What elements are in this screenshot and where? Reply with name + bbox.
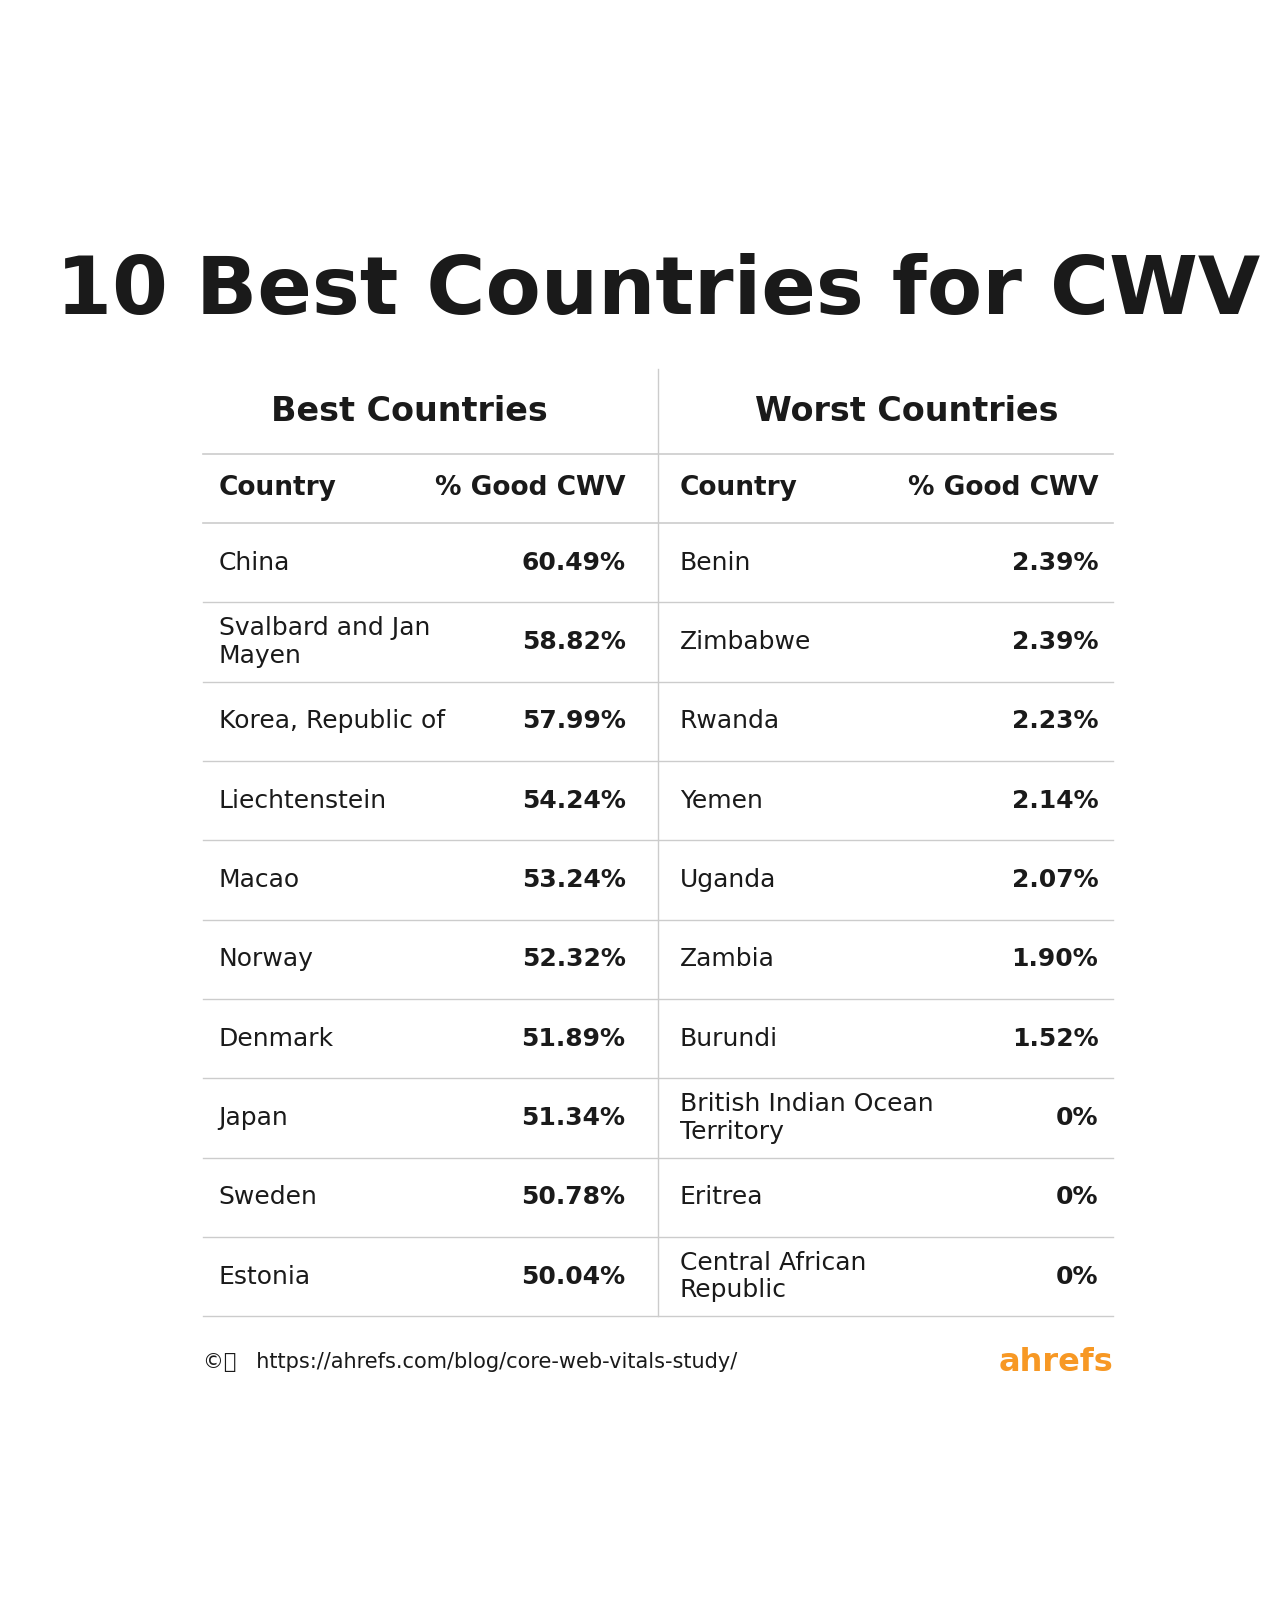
Text: 53.24%: 53.24% <box>521 867 625 891</box>
Text: Sweden: Sweden <box>218 1186 317 1210</box>
Text: Central African
Republic: Central African Republic <box>679 1251 867 1302</box>
Text: Macao: Macao <box>218 867 299 891</box>
Text: 0%: 0% <box>1055 1186 1098 1210</box>
Text: ahrefs: ahrefs <box>998 1347 1113 1378</box>
Text: 58.82%: 58.82% <box>521 630 625 654</box>
Text: 2.39%: 2.39% <box>1012 550 1098 574</box>
Text: Estonia: Estonia <box>218 1264 311 1288</box>
Text: China: China <box>218 550 290 574</box>
Text: % Good CWV: % Good CWV <box>908 475 1098 501</box>
Text: Benin: Benin <box>679 550 751 574</box>
Text: Zambia: Zambia <box>679 947 774 971</box>
Text: British Indian Ocean
Territory: British Indian Ocean Territory <box>679 1093 933 1144</box>
Text: Japan: Japan <box>218 1106 289 1130</box>
Text: Best Countries: Best Countries <box>271 395 548 427</box>
Text: 2.07%: 2.07% <box>1012 867 1098 891</box>
Text: Korea, Republic of: Korea, Republic of <box>218 709 444 733</box>
Text: Yemen: Yemen <box>679 789 763 813</box>
Text: 52.32%: 52.32% <box>521 947 625 971</box>
Text: Rwanda: Rwanda <box>679 709 779 733</box>
Text: 57.99%: 57.99% <box>521 709 625 733</box>
Text: Uganda: Uganda <box>679 867 776 891</box>
Text: ©ⓘ   https://ahrefs.com/blog/core-web-vitals-study/: ©ⓘ https://ahrefs.com/blog/core-web-vita… <box>203 1352 737 1373</box>
Text: 10 Best Countries for CWV: 10 Best Countries for CWV <box>56 253 1260 331</box>
Text: 2.23%: 2.23% <box>1012 709 1098 733</box>
Text: 2.39%: 2.39% <box>1012 630 1098 654</box>
Text: 51.34%: 51.34% <box>521 1106 625 1130</box>
Text: 1.90%: 1.90% <box>1012 947 1098 971</box>
Text: 1.52%: 1.52% <box>1012 1027 1098 1051</box>
Text: Zimbabwe: Zimbabwe <box>679 630 811 654</box>
Text: 50.04%: 50.04% <box>521 1264 625 1288</box>
Text: 0%: 0% <box>1055 1264 1098 1288</box>
Text: Svalbard and Jan
Mayen: Svalbard and Jan Mayen <box>218 616 430 667</box>
Text: Worst Countries: Worst Countries <box>755 395 1058 427</box>
Text: Country: Country <box>218 475 336 501</box>
Text: % Good CWV: % Good CWV <box>435 475 625 501</box>
Text: 54.24%: 54.24% <box>521 789 625 813</box>
Text: 50.78%: 50.78% <box>521 1186 625 1210</box>
Text: 60.49%: 60.49% <box>521 550 625 574</box>
Text: 51.89%: 51.89% <box>521 1027 625 1051</box>
Text: Denmark: Denmark <box>218 1027 334 1051</box>
Text: 2.14%: 2.14% <box>1012 789 1098 813</box>
Text: Norway: Norway <box>218 947 313 971</box>
Text: Liechtenstein: Liechtenstein <box>218 789 386 813</box>
Text: Burundi: Burundi <box>679 1027 778 1051</box>
Text: Eritrea: Eritrea <box>679 1186 763 1210</box>
Text: Country: Country <box>679 475 797 501</box>
Text: 0%: 0% <box>1055 1106 1098 1130</box>
